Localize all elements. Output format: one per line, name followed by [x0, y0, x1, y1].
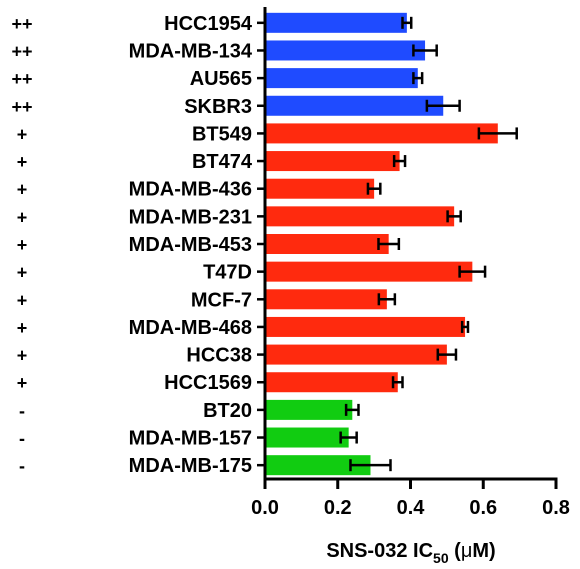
category-label: MDA-MB-468	[129, 317, 252, 339]
x-axis-title: SNS-032 IC50 (μM)	[326, 540, 495, 566]
bar-bt474	[265, 151, 400, 172]
bar-mda-mb-231	[265, 206, 455, 227]
category-label: HCC1954	[164, 13, 253, 35]
bar-hcc1569	[265, 372, 398, 393]
category-label: BT549	[192, 123, 252, 145]
bar-mda-mb-157	[265, 427, 349, 448]
group-label: ++	[11, 69, 32, 89]
bar-mda-mb-134	[265, 40, 426, 61]
bar-skbr3	[265, 95, 444, 116]
group-label: +	[17, 124, 28, 144]
bar-hcc38	[265, 344, 447, 365]
group-label: +	[17, 263, 28, 283]
category-label: BT20	[203, 400, 252, 422]
group-label: -	[19, 401, 25, 421]
x-tick-label: 0.2	[324, 497, 352, 519]
category-labels: HCC1954 MDA-MB-134 AU565 SKBR3 BT549 BT474 MDA…	[129, 13, 253, 477]
group-label: +	[17, 373, 28, 393]
bar-t47d	[265, 261, 473, 282]
group-label: +	[17, 346, 28, 366]
x-tick-label: 0.6	[469, 497, 497, 519]
category-label: BT474	[192, 151, 253, 173]
bar-hcc1954	[265, 12, 407, 33]
bar-bt20	[265, 399, 353, 420]
category-label: MDA-MB-436	[129, 179, 252, 201]
x-tick-label: 0.0	[251, 497, 279, 519]
category-label: AU565	[190, 68, 252, 90]
group-label: ++	[11, 14, 32, 34]
bar-mda-mb-436	[265, 178, 375, 199]
category-label: T47D	[203, 262, 252, 284]
bars-layer	[265, 12, 498, 476]
category-label: MDA-MB-453	[129, 234, 252, 256]
group-label: +	[17, 290, 28, 310]
category-label: HCC38	[186, 345, 252, 367]
bar-mcf-7	[265, 289, 387, 310]
group-labels: ++++++++++++++++++---	[11, 14, 32, 476]
axes-layer: 0.0 0.2 0.4 0.6 0.8	[251, 7, 570, 519]
group-label: ++	[11, 41, 32, 61]
group-label: +	[17, 235, 28, 255]
group-label: ++	[11, 97, 32, 117]
category-label: SKBR3	[184, 96, 252, 118]
x-tick-label: 0.4	[397, 497, 426, 519]
category-label: MDA-MB-157	[129, 428, 252, 450]
bar-mda-mb-175	[265, 455, 371, 476]
bar-mda-mb-453	[265, 234, 389, 254]
group-label: -	[19, 456, 25, 476]
bar-bt549	[265, 123, 498, 144]
bar-au565	[265, 68, 418, 89]
category-label: MDA-MB-175	[129, 455, 252, 477]
group-label: +	[17, 207, 28, 227]
error-bars-layer	[339, 16, 518, 472]
group-label: +	[17, 152, 28, 172]
x-tick-label: 0.8	[542, 497, 570, 519]
group-label: +	[17, 318, 28, 338]
category-label: MDA-MB-231	[129, 206, 252, 228]
group-label: +	[17, 180, 28, 200]
bar-mda-mb-468	[265, 316, 466, 337]
group-label: -	[19, 429, 25, 449]
category-label: MDA-MB-134	[129, 40, 253, 62]
category-label: HCC1569	[164, 372, 252, 394]
category-label: MCF-7	[191, 289, 252, 311]
